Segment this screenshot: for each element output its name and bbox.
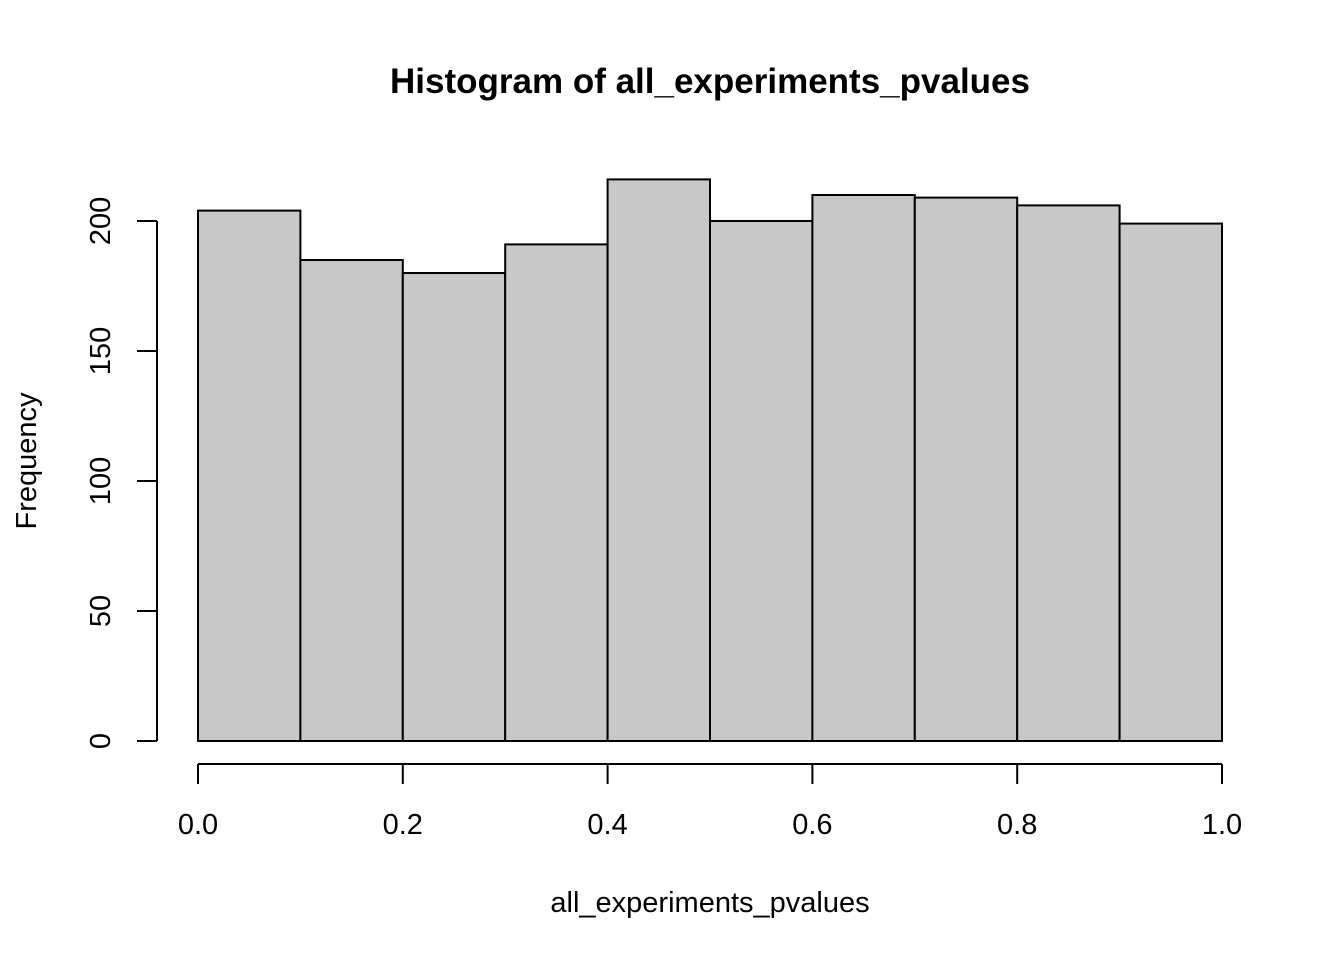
y-tick-label: 200: [85, 197, 117, 245]
x-tick-label: 0.8: [997, 809, 1037, 841]
chart-title: Histogram of all_experiments_pvalues: [390, 62, 1030, 101]
y-tick-label: 100: [85, 457, 117, 505]
histogram-bar: [401, 272, 507, 742]
x-axis: 0.0 0.2 0.4 0.6 0.8 1.0: [178, 763, 1242, 841]
histogram-bar: [1016, 204, 1121, 742]
histogram-bar: [913, 196, 1019, 743]
x-tick-label: 0.0: [178, 809, 218, 841]
histogram-bar: [811, 194, 916, 742]
x-tick-label: 0.4: [587, 809, 627, 841]
y-axis: 0 50 100 150 200: [85, 197, 158, 749]
y-tick-label: 150: [85, 327, 117, 375]
bars-group: [197, 178, 1223, 743]
y-tick-label: 50: [85, 595, 117, 627]
histogram-bar: [504, 243, 609, 742]
x-tick-label: 0.6: [792, 809, 832, 841]
histogram-bar: [197, 209, 302, 743]
histogram-bar: [709, 220, 814, 742]
x-tick-label: 0.2: [383, 809, 423, 841]
x-axis-label: all_experiments_pvalues: [550, 887, 869, 919]
y-tick-label: 0: [85, 733, 117, 749]
histogram-bar: [1118, 222, 1223, 743]
x-tick-label: 1.0: [1202, 809, 1242, 841]
y-axis-label: Frequency: [11, 392, 43, 530]
histogram-bar: [299, 259, 404, 742]
histogram-bar: [606, 178, 711, 742]
